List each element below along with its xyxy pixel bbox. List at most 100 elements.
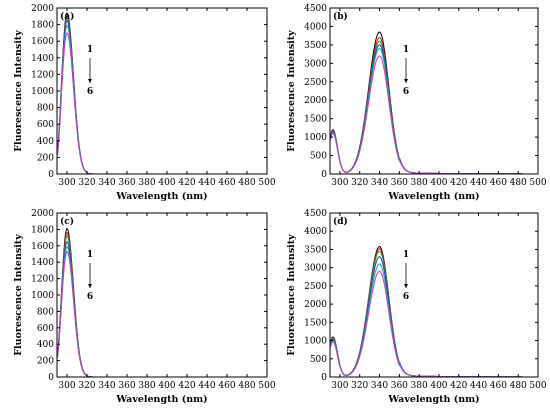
x-axis-label: Wavelength (nm): [115, 191, 207, 202]
x-tick-label: 320: [78, 381, 95, 391]
y-tick-label: 4500: [304, 4, 327, 14]
arrow-start-label: 1: [403, 250, 409, 260]
panel-label: (b): [333, 11, 348, 22]
y-tick-label: 2000: [31, 209, 54, 219]
y-tick-label: 1600: [31, 242, 54, 252]
y-tick-label: 3500: [304, 41, 327, 51]
series-line-1: [330, 246, 538, 377]
y-tick-label: 800: [37, 104, 54, 114]
arrow-start-label: 1: [403, 45, 409, 55]
y-tick-label: 2500: [304, 282, 327, 292]
y-tick-label: 2000: [304, 300, 327, 310]
series-line-1: [330, 31, 538, 174]
y-tick-label: 3000: [304, 264, 327, 274]
y-tick-label: 2500: [304, 78, 327, 88]
trend-arrow-head: [404, 284, 408, 288]
x-tick-label: 380: [411, 178, 428, 188]
arrow-start-label: 1: [87, 250, 93, 260]
trend-arrow-head: [88, 284, 92, 288]
y-tick-label: 1800: [31, 21, 54, 31]
y-tick-label: 0: [48, 373, 54, 383]
x-tick-label: 300: [331, 178, 348, 188]
y-axis-label: Fluorescence Intensity: [286, 30, 297, 152]
x-tick-label: 480: [510, 178, 527, 188]
series-line-5: [57, 245, 267, 377]
chart-panel-0: 300 320 340 360 380 400 420 440 460 480 5000200400…: [13, 4, 276, 202]
arrow-end-label: 6: [87, 292, 93, 302]
panel-label: (c): [60, 216, 74, 227]
series-line-4: [330, 256, 538, 377]
x-tick-label: 320: [351, 178, 368, 188]
y-tick-label: 3500: [304, 245, 327, 255]
y-tick-label: 2000: [304, 96, 327, 106]
x-tick-label: 480: [238, 178, 255, 188]
y-tick-label: 1000: [304, 133, 327, 143]
x-tick-label: 400: [430, 178, 447, 188]
y-tick-label: 200: [37, 153, 54, 163]
arrow-end-label: 6: [403, 87, 409, 97]
x-tick-label: 320: [351, 381, 368, 391]
x-axis-label: Wavelength (nm): [387, 394, 479, 405]
y-tick-label: 0: [321, 373, 327, 383]
series-line-3: [330, 40, 538, 174]
y-tick-label: 500: [310, 152, 327, 162]
x-tick-label: 460: [218, 178, 235, 188]
y-tick-label: 400: [37, 340, 54, 350]
x-tick-label: 300: [331, 381, 348, 391]
y-tick-label: 2000: [31, 4, 54, 14]
y-tick-label: 1400: [31, 258, 54, 268]
y-tick-label: 800: [37, 307, 54, 317]
series-line-4: [57, 19, 267, 174]
chart-panel-3: 300 320 340 360 380 400 420 440 460 480 5000500100…: [286, 209, 547, 405]
x-tick-label: 360: [118, 381, 135, 391]
x-tick-label: 500: [529, 381, 546, 391]
arrow-end-label: 6: [403, 292, 409, 302]
x-tick-label: 440: [198, 381, 215, 391]
x-tick-label: 460: [218, 381, 235, 391]
y-tick-label: 1500: [304, 318, 327, 328]
x-tick-label: 340: [98, 178, 115, 188]
y-tick-label: 4500: [304, 209, 327, 219]
y-axis-label: Fluorescence Intensity: [13, 30, 24, 152]
y-tick-label: 1000: [304, 337, 327, 347]
series-line-3: [330, 250, 538, 377]
x-axis-label: Wavelength (nm): [387, 191, 479, 202]
series-line-6: [330, 55, 538, 174]
y-tick-label: 0: [321, 170, 327, 180]
y-tick-label: 3000: [304, 59, 327, 69]
x-tick-label: 340: [371, 178, 388, 188]
trend-arrow-head: [404, 79, 408, 83]
x-tick-label: 380: [138, 381, 155, 391]
x-tick-label: 420: [178, 178, 195, 188]
x-tick-label: 300: [58, 178, 75, 188]
x-tick-label: 320: [78, 178, 95, 188]
y-tick-label: 0: [48, 170, 54, 180]
x-tick-label: 500: [258, 381, 275, 391]
series-group: [330, 246, 538, 377]
x-tick-label: 420: [178, 381, 195, 391]
series-line-6: [330, 270, 538, 377]
x-tick-label: 440: [470, 178, 487, 188]
x-tick-label: 500: [529, 178, 546, 188]
y-tick-label: 500: [310, 355, 327, 365]
panel-label: (d): [333, 216, 348, 227]
arrow-end-label: 6: [87, 87, 93, 97]
series-line-2: [330, 36, 538, 174]
series-group: [330, 31, 538, 174]
series-line-4: [57, 241, 267, 377]
y-tick-label: 1400: [31, 54, 54, 64]
x-tick-label: 400: [158, 381, 175, 391]
y-tick-label: 1200: [31, 70, 54, 80]
x-tick-label: 440: [198, 178, 215, 188]
plot-frame: [329, 212, 539, 378]
y-tick-label: 1600: [31, 37, 54, 47]
x-tick-label: 460: [490, 178, 507, 188]
y-tick-label: 1200: [31, 275, 54, 285]
x-tick-label: 360: [391, 178, 408, 188]
y-tick-label: 4000: [304, 227, 327, 237]
x-tick-label: 400: [430, 381, 447, 391]
x-tick-label: 340: [371, 381, 388, 391]
plot-frame: [329, 7, 539, 175]
x-tick-label: 360: [118, 178, 135, 188]
